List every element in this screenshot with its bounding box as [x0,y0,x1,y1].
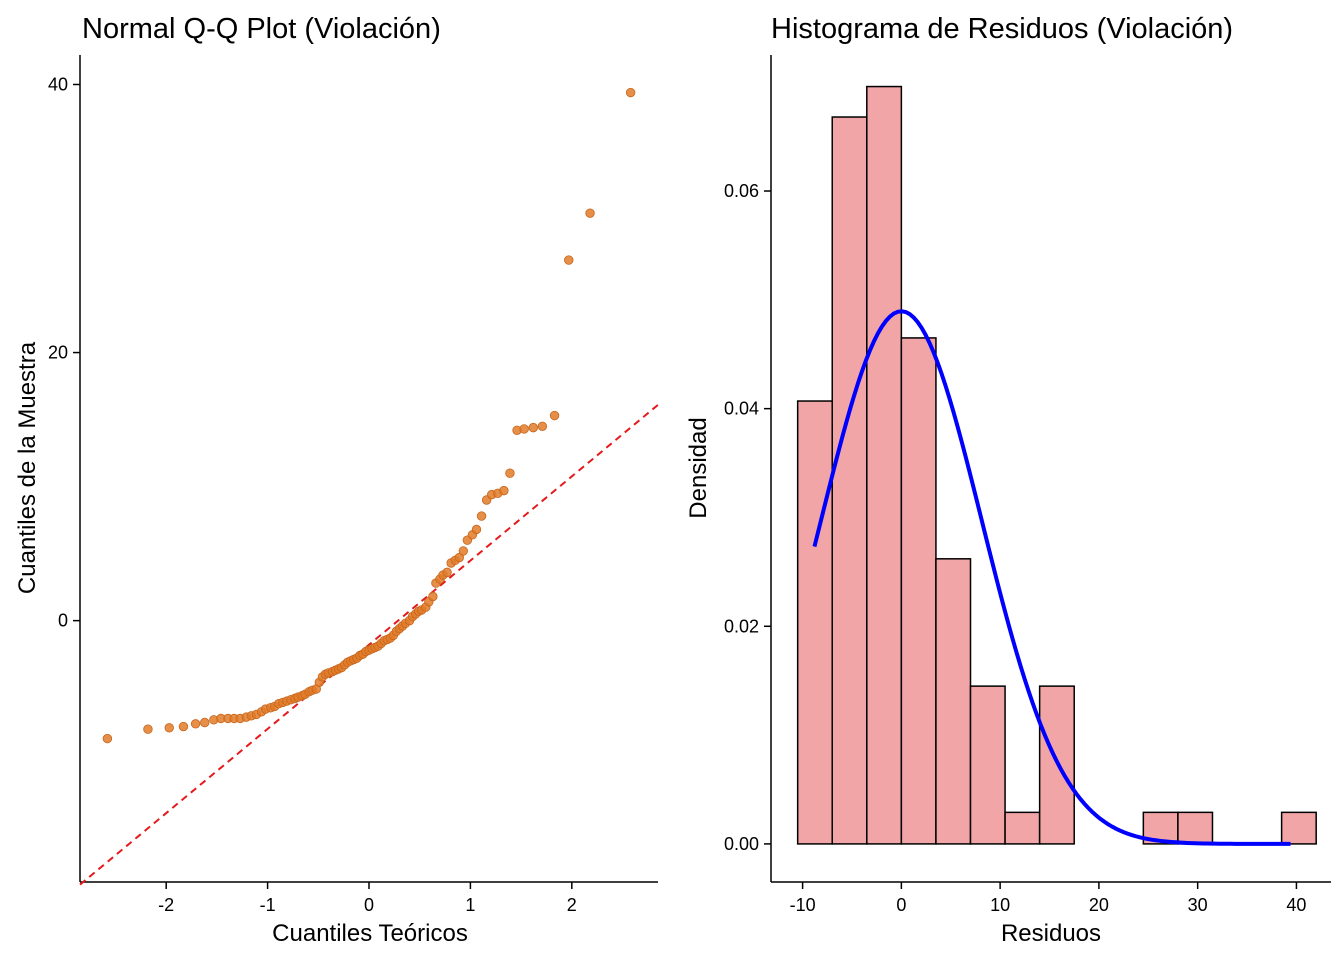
qq-point [505,468,515,478]
histogram-bar [1004,811,1041,845]
qq-y-tick-label: 20 [48,343,68,363]
histogram-title: Histograma de Residuos (Violación) [771,13,1233,45]
histogram-y-tick-label: 0.06 [724,181,759,201]
qq-plot-title: Normal Q-Q Plot (Violación) [82,13,441,45]
qq-x-tick-label: -2 [158,895,174,915]
qq-point [585,208,595,218]
qq-point [178,721,189,732]
histogram-bars [796,85,1317,845]
qq-point [164,723,174,733]
qq-reference-line [79,404,659,886]
qq-y-axis-title: Cuantiles de la Muestra [14,341,41,594]
qq-point [143,724,153,734]
qq-point [190,719,201,729]
qq-x-tick-label: 2 [567,895,577,915]
histogram-panel: Histograma de Residuos (Violación) -10 0 1… [685,13,1331,947]
qq-point [428,591,438,602]
histogram-bar [796,400,833,845]
qq-point [549,410,560,421]
qq-point [200,717,210,728]
density-curve [812,309,1291,846]
qq-point [528,422,538,433]
histogram-bar [969,685,1006,845]
histogram-y-axis-title: Densidad [685,417,712,518]
histogram-bar [935,558,972,845]
histogram-y-tick-label: 0.04 [724,399,759,419]
histogram-bar [1177,811,1214,845]
qq-plot-panel: Normal Q-Q Plot (Violación) -2 -1 0 1 202040… [14,13,659,947]
histogram-x-tick-label: -10 [790,895,816,915]
qq-points [102,87,636,744]
histogram-y-tick-label: 0.02 [724,616,759,636]
qq-point [454,552,464,563]
histogram-x-tick-label: 30 [1188,895,1208,915]
qq-point [458,546,469,556]
histogram-bar [866,85,903,845]
qq-point [499,485,509,496]
histogram-x-tick-label: 0 [896,895,906,915]
qq-point [519,424,529,434]
qq-x-tick-label: 1 [465,895,475,915]
histogram-bar [900,337,937,845]
qq-point [564,255,574,265]
histogram-y-tick-label: 0.00 [724,834,759,854]
histogram-x-axis-title: Residuos [1001,920,1101,947]
qq-point [625,87,636,98]
qq-x-tick-label: -1 [260,895,276,915]
histogram-x-tick-label: 40 [1286,895,1306,915]
histogram-bar [1280,811,1317,845]
qq-point [102,733,113,744]
qq-point [442,567,452,578]
histogram-x-tick-label: 20 [1089,895,1109,915]
qq-y-tick-label: 40 [48,74,68,94]
histogram-ticks: -10 0 10 20 30 40 0.00 0.02 0.04 0.06 [724,181,1306,915]
qq-point [471,524,482,535]
qq-point [476,511,487,521]
qq-point [537,421,548,431]
qq-x-axis-title: Cuantiles Teóricos [272,920,468,947]
qq-y-tick-label: 0 [58,611,68,631]
histogram-bar [831,116,868,845]
histogram-x-tick-label: 10 [990,895,1010,915]
qq-x-tick-label: 0 [364,895,374,915]
